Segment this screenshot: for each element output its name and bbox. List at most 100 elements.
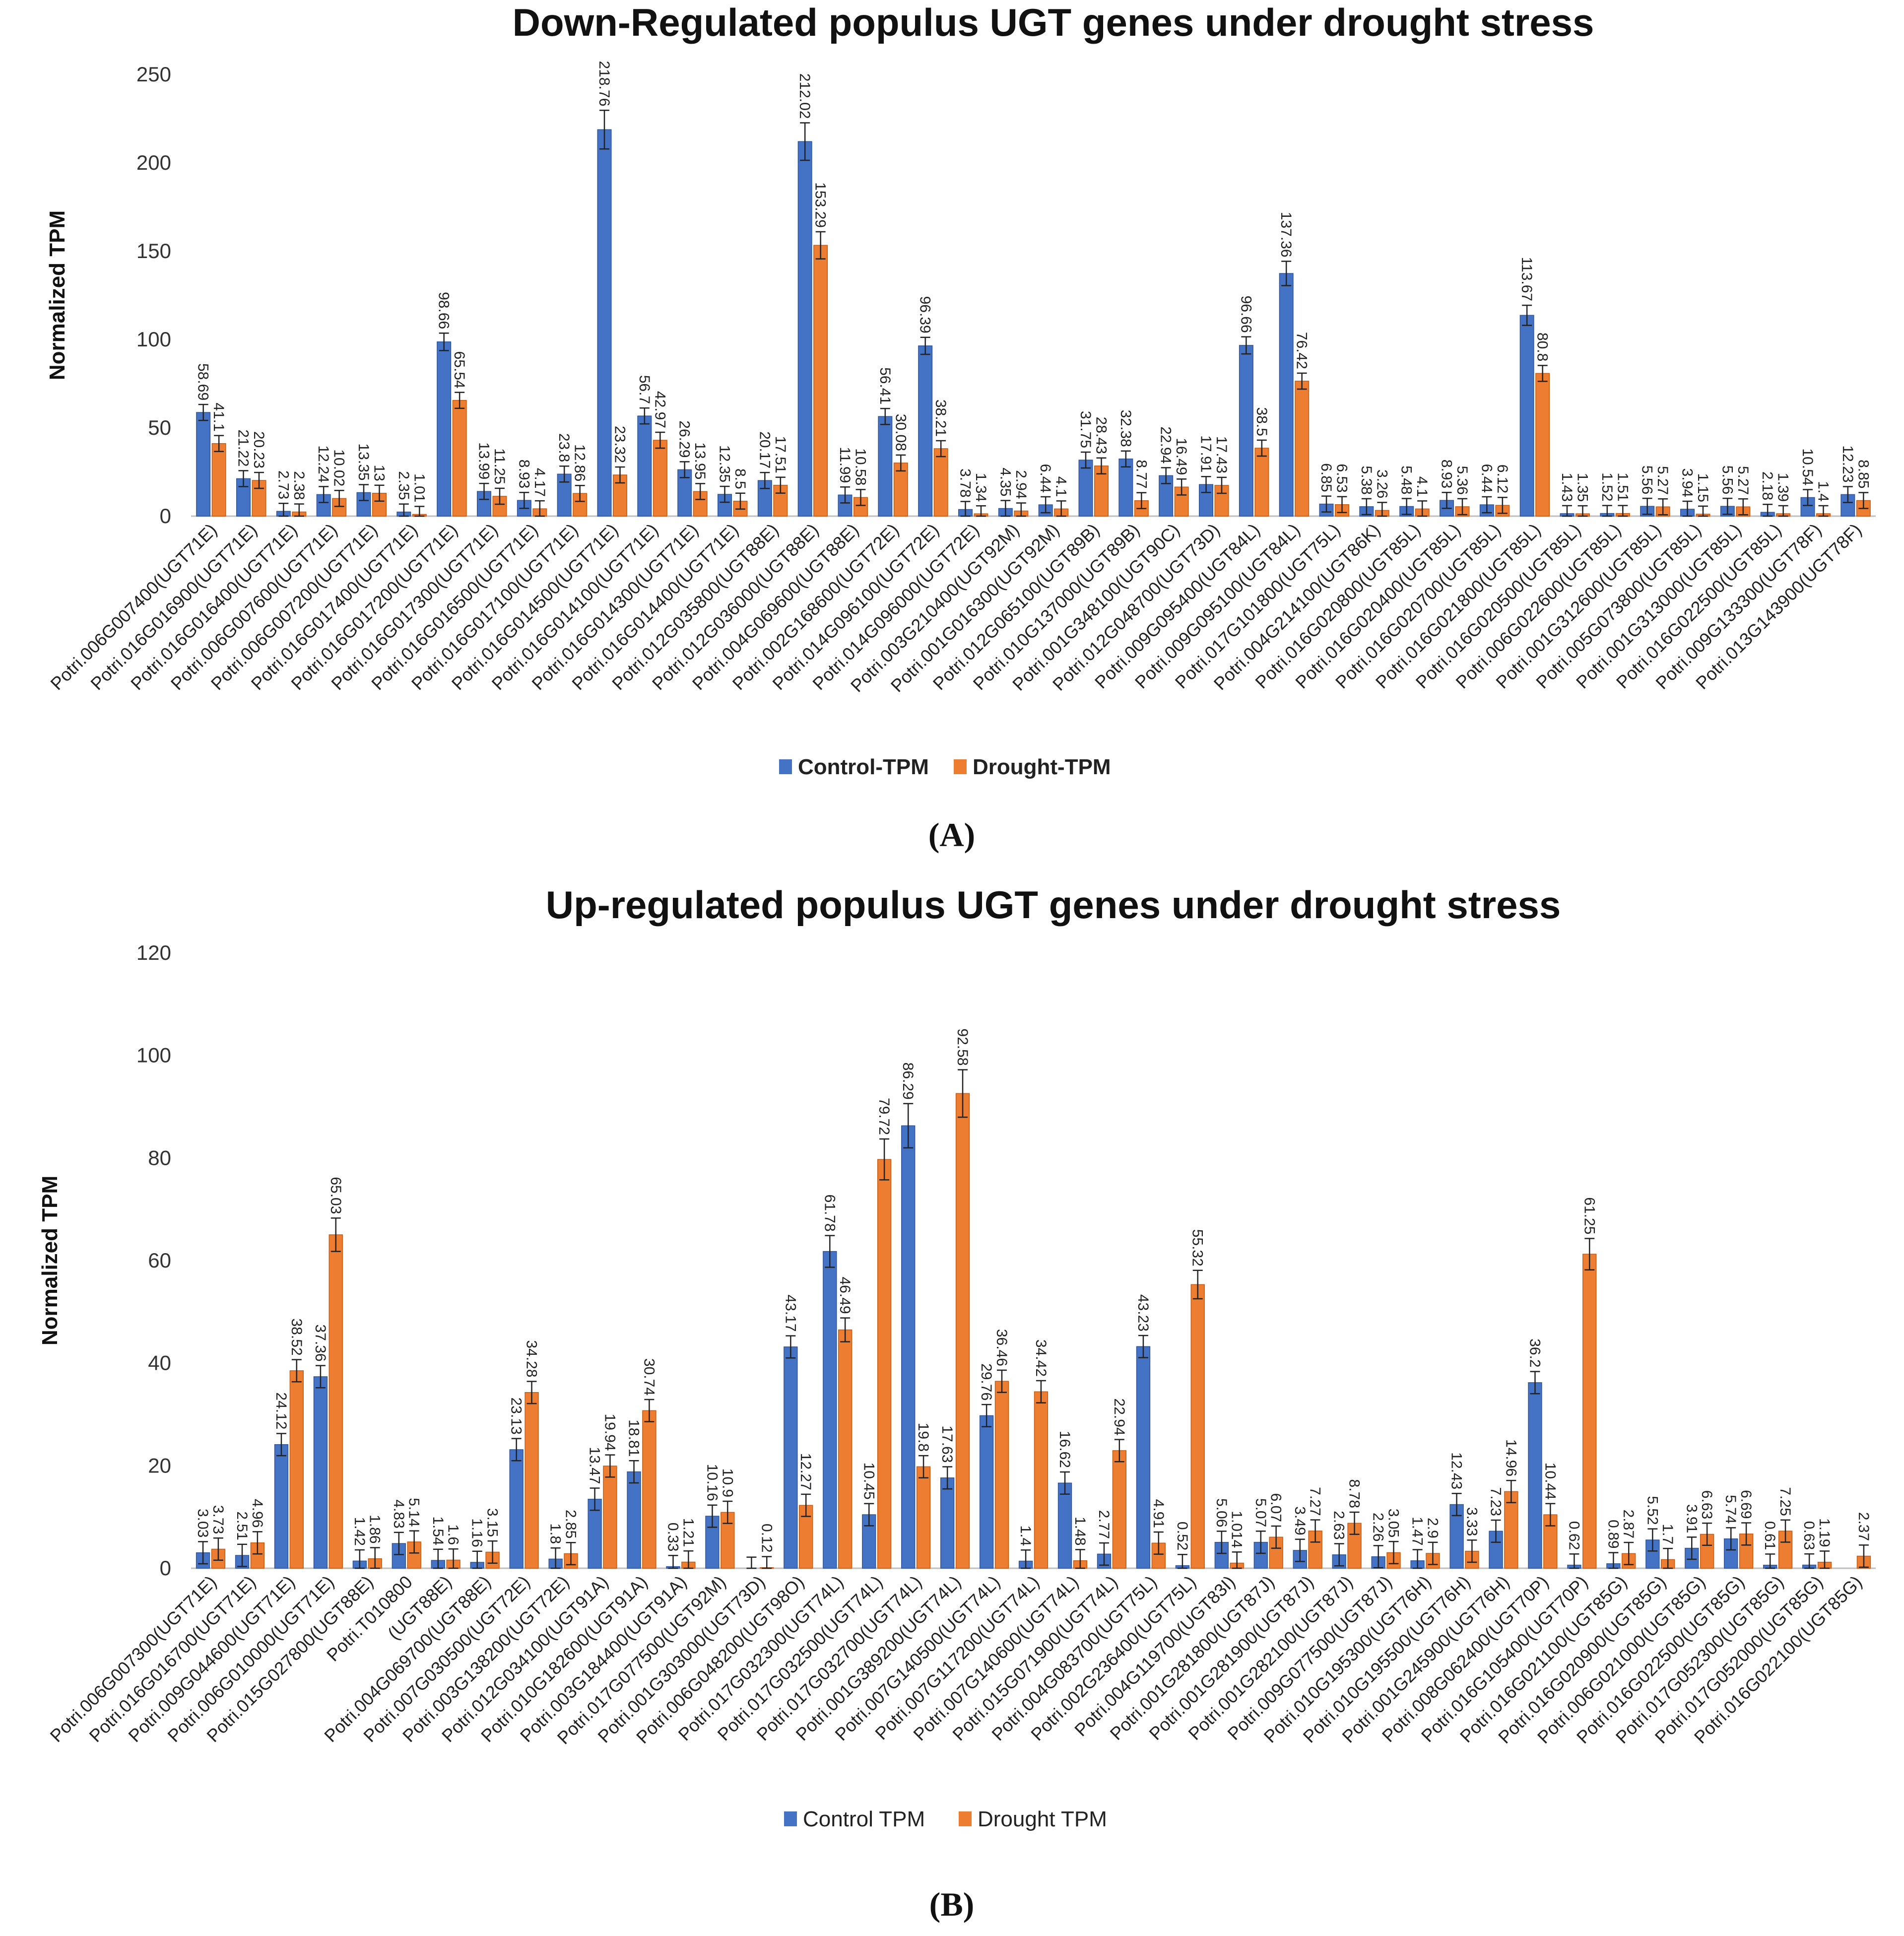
drought-bar (838, 1329, 853, 1569)
data-label: 5.06 (1213, 1498, 1230, 1527)
data-label: 153.29 (812, 182, 829, 228)
drought-bar (893, 463, 908, 517)
drought-bar (955, 1093, 970, 1569)
data-label: 1.01 (411, 473, 427, 502)
control-bar (878, 416, 893, 517)
data-label: 8.78 (1346, 1479, 1363, 1508)
data-label: 4.1 (1053, 476, 1069, 497)
drought-bar (1504, 1491, 1518, 1569)
data-label: 1.39 (1775, 473, 1791, 502)
data-label: 1.4 (1017, 1525, 1034, 1546)
data-label: 31.75 (1077, 411, 1094, 448)
drought-bar (1254, 448, 1269, 517)
control-bar (597, 129, 612, 517)
data-label: 80.8 (1534, 333, 1551, 361)
data-label: 19.94 (601, 1414, 618, 1451)
data-label: 13.95 (692, 442, 708, 479)
data-label: 2.73 (275, 470, 291, 499)
data-label: 3.15 (484, 1508, 501, 1537)
data-label: 3.49 (1292, 1506, 1308, 1535)
data-label: 6.44 (1478, 464, 1495, 493)
data-label: 8.77 (1133, 460, 1149, 488)
control-bar (1528, 1382, 1542, 1569)
data-label: 38.5 (1253, 407, 1270, 436)
data-label: 22.94 (1111, 1399, 1127, 1436)
data-label: 6.44 (1037, 464, 1053, 493)
data-label: 2.94 (1013, 470, 1029, 499)
data-label: 12.23 (1839, 445, 1856, 482)
drought-bar (328, 1234, 343, 1569)
data-label: 20.17 (756, 431, 773, 468)
panel-label: (A) (928, 816, 975, 854)
data-label: 0.33 (664, 1523, 681, 1551)
data-label: 1.4 (1815, 481, 1831, 502)
data-label: 10.45 (860, 1463, 877, 1500)
panel-label: (B) (929, 1885, 975, 1923)
data-label: 1.47 (1409, 1517, 1426, 1545)
data-label: 65.54 (451, 351, 467, 389)
legend-swatch-drought (959, 1811, 972, 1826)
data-label: 17.43 (1213, 436, 1230, 473)
data-label: 36.2 (1526, 1338, 1543, 1367)
control-bar (1118, 458, 1133, 517)
data-label: 1.51 (1614, 472, 1631, 501)
data-label: 10.44 (1542, 1463, 1558, 1500)
data-label: 6.69 (1738, 1490, 1754, 1519)
data-label: 43.17 (782, 1295, 798, 1332)
control-bar (313, 1376, 328, 1569)
chart-a: Down-Regulated populus UGT genes under d… (45, 0, 1876, 854)
data-label: 8.85 (1855, 460, 1871, 488)
data-label: 17.63 (939, 1425, 955, 1463)
data-label: 4.17 (531, 468, 548, 497)
data-label: 1.54 (430, 1516, 446, 1545)
data-label: 5.38 (1358, 466, 1375, 494)
data-label: 2.38 (291, 471, 307, 500)
data-label: 21.22 (235, 429, 252, 467)
y-tick-label: 60 (148, 1249, 171, 1272)
data-label: 18.81 (626, 1419, 642, 1457)
control-bar (1279, 273, 1294, 517)
chart-title: Down-Regulated populus UGT genes under d… (513, 0, 1594, 44)
data-label: 28.43 (1093, 417, 1109, 454)
data-label: 0.89 (1605, 1520, 1621, 1548)
control-bar (940, 1477, 955, 1569)
y-tick-label: 40 (148, 1351, 171, 1375)
data-label: 10.54 (1799, 448, 1816, 485)
drought-bar (994, 1381, 1009, 1569)
data-label: 96.66 (1238, 296, 1254, 333)
data-label: 29.76 (978, 1363, 994, 1401)
data-label: 23.13 (508, 1398, 525, 1435)
drought-bar (877, 1159, 892, 1569)
data-label: 92.58 (954, 1028, 971, 1066)
data-label: 43.23 (1135, 1294, 1151, 1332)
y-tick-label: 120 (136, 941, 171, 964)
data-label: 58.69 (195, 363, 211, 401)
data-label: 61.25 (1581, 1197, 1597, 1234)
data-label: 34.28 (524, 1340, 540, 1377)
data-label: 23.32 (611, 426, 628, 463)
data-label: 3.03 (195, 1509, 211, 1537)
data-label: 1.21 (680, 1518, 696, 1547)
data-label: 30.08 (892, 414, 909, 451)
data-label: 1.19 (1816, 1518, 1833, 1547)
chart-b: Up-regulated populus UGT genes under dro… (38, 883, 1876, 1923)
data-label: 1.8 (547, 1523, 564, 1544)
data-label: 17.51 (772, 436, 788, 473)
data-label: 5.56 (1639, 466, 1655, 494)
chart-panel-b: Up-regulated populus UGT genes under dro… (38, 883, 1876, 1923)
data-label: 13 (371, 465, 387, 481)
data-label: 4.1 (1414, 476, 1430, 497)
data-label: 10.02 (331, 449, 347, 486)
control-bar (1239, 345, 1253, 517)
data-label: 5.27 (1654, 466, 1671, 495)
data-label: 96.39 (917, 296, 933, 334)
drought-bar (525, 1392, 539, 1569)
data-label: 38.52 (288, 1319, 305, 1356)
legend-label-control: Control TPM (803, 1807, 925, 1831)
data-label: 61.78 (821, 1195, 838, 1232)
data-label: 6.53 (1333, 464, 1350, 492)
data-label: 56.41 (877, 367, 893, 404)
data-label: 10.16 (704, 1464, 720, 1501)
data-label: 1.15 (1695, 473, 1711, 502)
data-label: 13.35 (355, 443, 372, 480)
